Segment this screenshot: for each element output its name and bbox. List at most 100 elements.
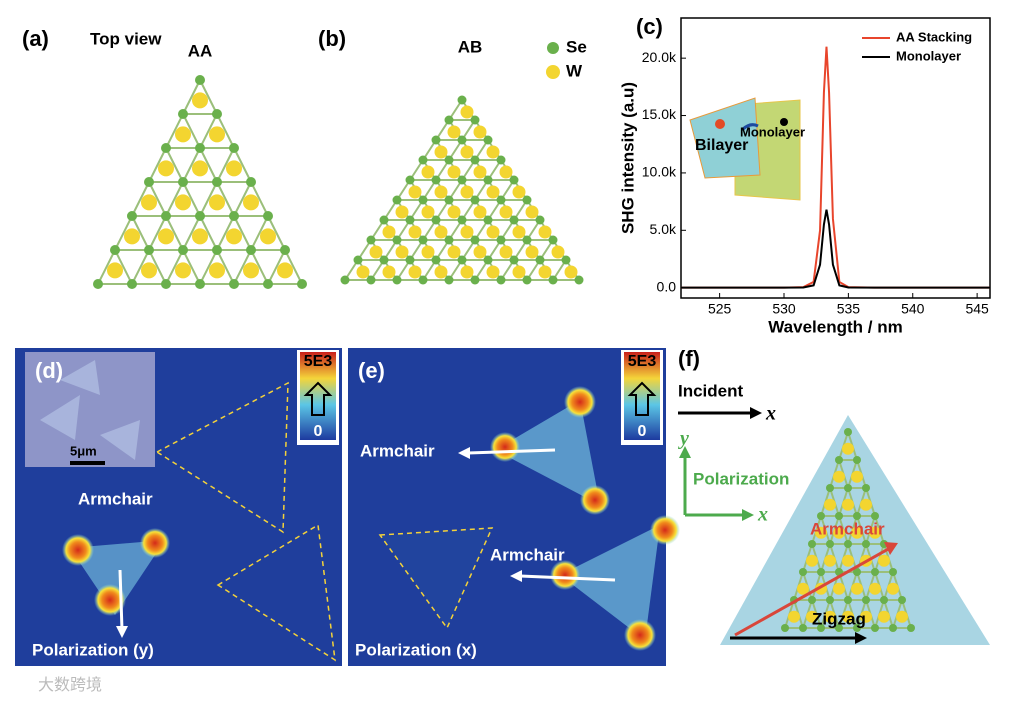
atom-w xyxy=(538,225,552,239)
legend-text: W xyxy=(566,61,583,80)
label: Polarization (y) xyxy=(32,640,154,659)
atom-se xyxy=(178,109,188,119)
atom-w xyxy=(473,125,487,139)
atom-se xyxy=(178,177,188,187)
bond xyxy=(182,181,201,217)
atom-se xyxy=(366,275,376,285)
bond xyxy=(233,147,252,183)
atom-w xyxy=(447,125,461,139)
atom-w xyxy=(860,498,872,511)
atom-w xyxy=(447,245,461,259)
atom-se xyxy=(509,255,519,265)
atom-se xyxy=(144,245,154,255)
panel-label: (c) xyxy=(636,14,663,39)
bond xyxy=(216,181,235,217)
bond xyxy=(233,181,252,217)
atom-w xyxy=(421,165,435,179)
atom-se xyxy=(212,245,222,255)
lattice xyxy=(781,428,915,632)
atom-se xyxy=(826,596,834,604)
atom-se xyxy=(405,175,415,185)
atom-w xyxy=(564,265,578,279)
panel-label: (e) xyxy=(358,358,385,383)
bond xyxy=(233,215,252,251)
atom-w xyxy=(382,265,396,279)
atom-se xyxy=(871,568,879,576)
atom-se xyxy=(853,512,861,520)
atom-w xyxy=(434,185,448,199)
atom-w xyxy=(486,145,500,159)
atom-se xyxy=(853,624,861,632)
atom-se xyxy=(418,235,428,245)
atom-se xyxy=(844,484,852,492)
bond xyxy=(182,113,201,149)
atom-w xyxy=(408,185,422,199)
bond xyxy=(165,147,184,183)
atom-w xyxy=(434,265,448,279)
atom-w xyxy=(141,262,157,279)
atom-w xyxy=(473,165,487,179)
atom-w xyxy=(460,145,474,159)
atom-se xyxy=(799,568,807,576)
legend-text: Se xyxy=(566,37,587,56)
bond xyxy=(114,215,133,251)
subtitle: Top view xyxy=(90,29,162,48)
series-line xyxy=(681,209,990,289)
watermark: 大数跨境 xyxy=(38,675,102,694)
inset xyxy=(689,97,801,201)
bond xyxy=(284,249,303,285)
atom-se xyxy=(457,95,467,105)
bond xyxy=(114,249,133,285)
x-tick-label: 530 xyxy=(772,301,796,317)
bond xyxy=(182,249,201,285)
atom-se xyxy=(561,255,571,265)
atom-se xyxy=(470,195,480,205)
bond xyxy=(199,147,218,183)
bond xyxy=(216,147,235,183)
atom-se xyxy=(418,195,428,205)
atom-w xyxy=(551,245,565,259)
bond xyxy=(97,249,116,285)
atom-se xyxy=(353,255,363,265)
atom-se xyxy=(457,135,467,145)
atom-w xyxy=(851,582,863,595)
bond xyxy=(148,215,167,251)
atom-se xyxy=(418,275,428,285)
atom-w xyxy=(473,245,487,259)
atom-w xyxy=(806,610,818,623)
atom-se xyxy=(898,596,906,604)
label: Polarization xyxy=(693,469,789,488)
atom-w xyxy=(192,92,208,109)
atom-se xyxy=(880,596,888,604)
atom-w xyxy=(842,442,854,455)
bond xyxy=(182,215,201,251)
label: Armchair xyxy=(360,441,435,460)
label: Polarization (x) xyxy=(355,640,477,659)
axis-letter: y xyxy=(678,428,689,450)
atom-se xyxy=(483,135,493,145)
x-tick-label: 545 xyxy=(965,301,989,317)
atom-w xyxy=(369,245,383,259)
bond xyxy=(216,113,235,149)
bond xyxy=(131,181,150,217)
atom-w xyxy=(408,265,422,279)
atom-w xyxy=(842,610,854,623)
atom-se xyxy=(862,596,870,604)
label: Armchair xyxy=(78,489,153,508)
atom-se xyxy=(781,624,789,632)
atom-se xyxy=(817,624,825,632)
atom-se xyxy=(535,255,545,265)
atom-w xyxy=(499,245,513,259)
atom-se xyxy=(392,195,402,205)
legend-label: Monolayer xyxy=(896,48,961,63)
atom-se xyxy=(907,624,915,632)
y-tick-label: 15.0k xyxy=(642,106,677,122)
atom-w xyxy=(209,194,225,211)
atom-se xyxy=(178,245,188,255)
bond xyxy=(182,147,201,183)
label: Zigzag xyxy=(812,609,866,628)
bond xyxy=(199,113,218,149)
atom-se xyxy=(229,211,239,221)
atom-se xyxy=(483,175,493,185)
colorbar-label: 0 xyxy=(638,423,647,440)
